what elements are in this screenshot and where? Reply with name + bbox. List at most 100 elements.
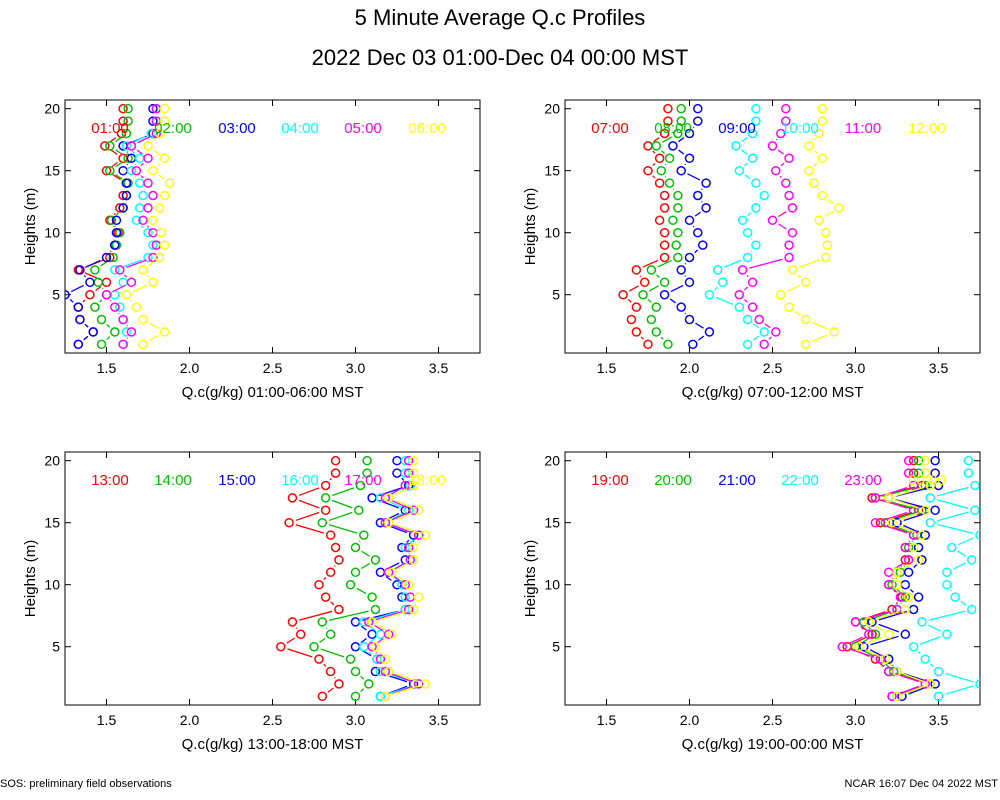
- data-point: [908, 604, 919, 615]
- data-point: [646, 265, 657, 275]
- data-point: [400, 592, 411, 602]
- data-point: [314, 579, 324, 590]
- data-point: [747, 277, 758, 288]
- series-line-segment: [957, 537, 974, 546]
- data-point: [143, 178, 153, 188]
- series-line-segment: [678, 149, 685, 155]
- series-line-segment: [885, 663, 890, 668]
- series-line-segment: [360, 688, 365, 693]
- data-point: [659, 289, 670, 300]
- x-tick-label: 3.5: [429, 360, 449, 376]
- series-line-segment: [701, 200, 703, 203]
- data-point: [126, 165, 137, 176]
- data-point: [413, 679, 424, 689]
- data-point: [121, 327, 132, 337]
- data-point: [121, 190, 132, 201]
- legend-label-20:00: 20:00: [654, 472, 692, 489]
- series-line-segment: [121, 259, 142, 269]
- y-axis-label: Heights (m): [522, 188, 539, 266]
- data-point: [110, 289, 120, 300]
- y-axis-label: Heights (m): [22, 540, 39, 618]
- series-line-segment: [653, 137, 660, 143]
- series-line-segment: [678, 137, 685, 143]
- data-point: [892, 666, 902, 677]
- series-line-segment: [777, 149, 784, 155]
- data-point: [870, 493, 881, 503]
- data-point: [408, 604, 419, 615]
- data-point: [771, 327, 781, 337]
- series-line-segment: [111, 161, 118, 168]
- series-line-segment: [115, 137, 122, 143]
- data-point: [663, 339, 673, 350]
- data-point: [73, 339, 84, 350]
- data-point: [908, 542, 919, 553]
- series-line-segment: [684, 275, 687, 277]
- series-line-segment: [684, 312, 687, 315]
- series-line-segment: [652, 175, 656, 179]
- data-point: [864, 629, 874, 640]
- data-point: [664, 153, 675, 164]
- data-point: [330, 468, 341, 478]
- y-tick-label: 15: [544, 515, 560, 531]
- data-point: [413, 505, 424, 516]
- series-line-segment: [827, 199, 834, 205]
- series-line-segment: [333, 676, 336, 679]
- legend-label-17:00: 17:00: [344, 472, 382, 489]
- legend-label-23:00: 23:00: [844, 472, 882, 489]
- x-tick-label: 2.0: [680, 360, 700, 376]
- data-point: [930, 505, 940, 516]
- series-line-segment: [115, 212, 119, 216]
- data-point: [392, 468, 402, 478]
- data-point: [947, 542, 957, 553]
- data-point: [75, 314, 85, 325]
- data-point: [776, 289, 786, 300]
- series-line-segment: [287, 648, 313, 658]
- data-point: [383, 517, 394, 528]
- data-point: [704, 327, 715, 337]
- data-point: [737, 265, 748, 275]
- data-point: [663, 103, 673, 114]
- data-point: [913, 555, 924, 565]
- x-axis-label: Q.c(g/kg) 07:00-12:00 MST: [682, 384, 864, 401]
- data-point: [359, 641, 369, 652]
- series-line-segment: [714, 286, 719, 291]
- series-line-segment: [694, 249, 699, 254]
- series-line-segment: [892, 664, 894, 667]
- series-line-segment: [895, 499, 919, 509]
- series-line-segment: [395, 673, 419, 683]
- data-point: [651, 327, 662, 337]
- data-point: [651, 302, 662, 312]
- data-point: [138, 190, 148, 201]
- data-point: [684, 128, 695, 139]
- data-point: [684, 153, 695, 164]
- data-point: [800, 277, 811, 288]
- series-line-segment: [865, 636, 883, 645]
- data-point: [420, 530, 430, 540]
- x-tick-label: 1.5: [97, 712, 117, 728]
- data-point: [867, 617, 877, 627]
- data-point: [913, 468, 924, 478]
- data-point: [405, 480, 416, 491]
- series-line-segment: [137, 136, 151, 144]
- data-point: [920, 679, 930, 689]
- series-line-segment: [99, 299, 103, 303]
- data-point: [359, 530, 369, 540]
- legend-label-13:00: 13:00: [91, 472, 129, 489]
- series-line-segment: [412, 589, 415, 593]
- series-14:00: [309, 455, 381, 702]
- data-point: [148, 277, 158, 288]
- x-tick-label: 3.0: [846, 712, 866, 728]
- series-line-segment: [377, 625, 387, 632]
- series-line-segment: [126, 337, 129, 339]
- data-point: [787, 265, 798, 275]
- data-point: [654, 215, 665, 226]
- data-point: [966, 555, 977, 565]
- series-line-segment: [900, 602, 902, 605]
- data-point: [90, 265, 100, 275]
- series-18:00: [367, 455, 430, 702]
- series-line-segment: [652, 150, 656, 154]
- data-point: [875, 654, 886, 664]
- data-point: [121, 128, 132, 139]
- data-point: [631, 327, 642, 337]
- data-point: [804, 165, 814, 176]
